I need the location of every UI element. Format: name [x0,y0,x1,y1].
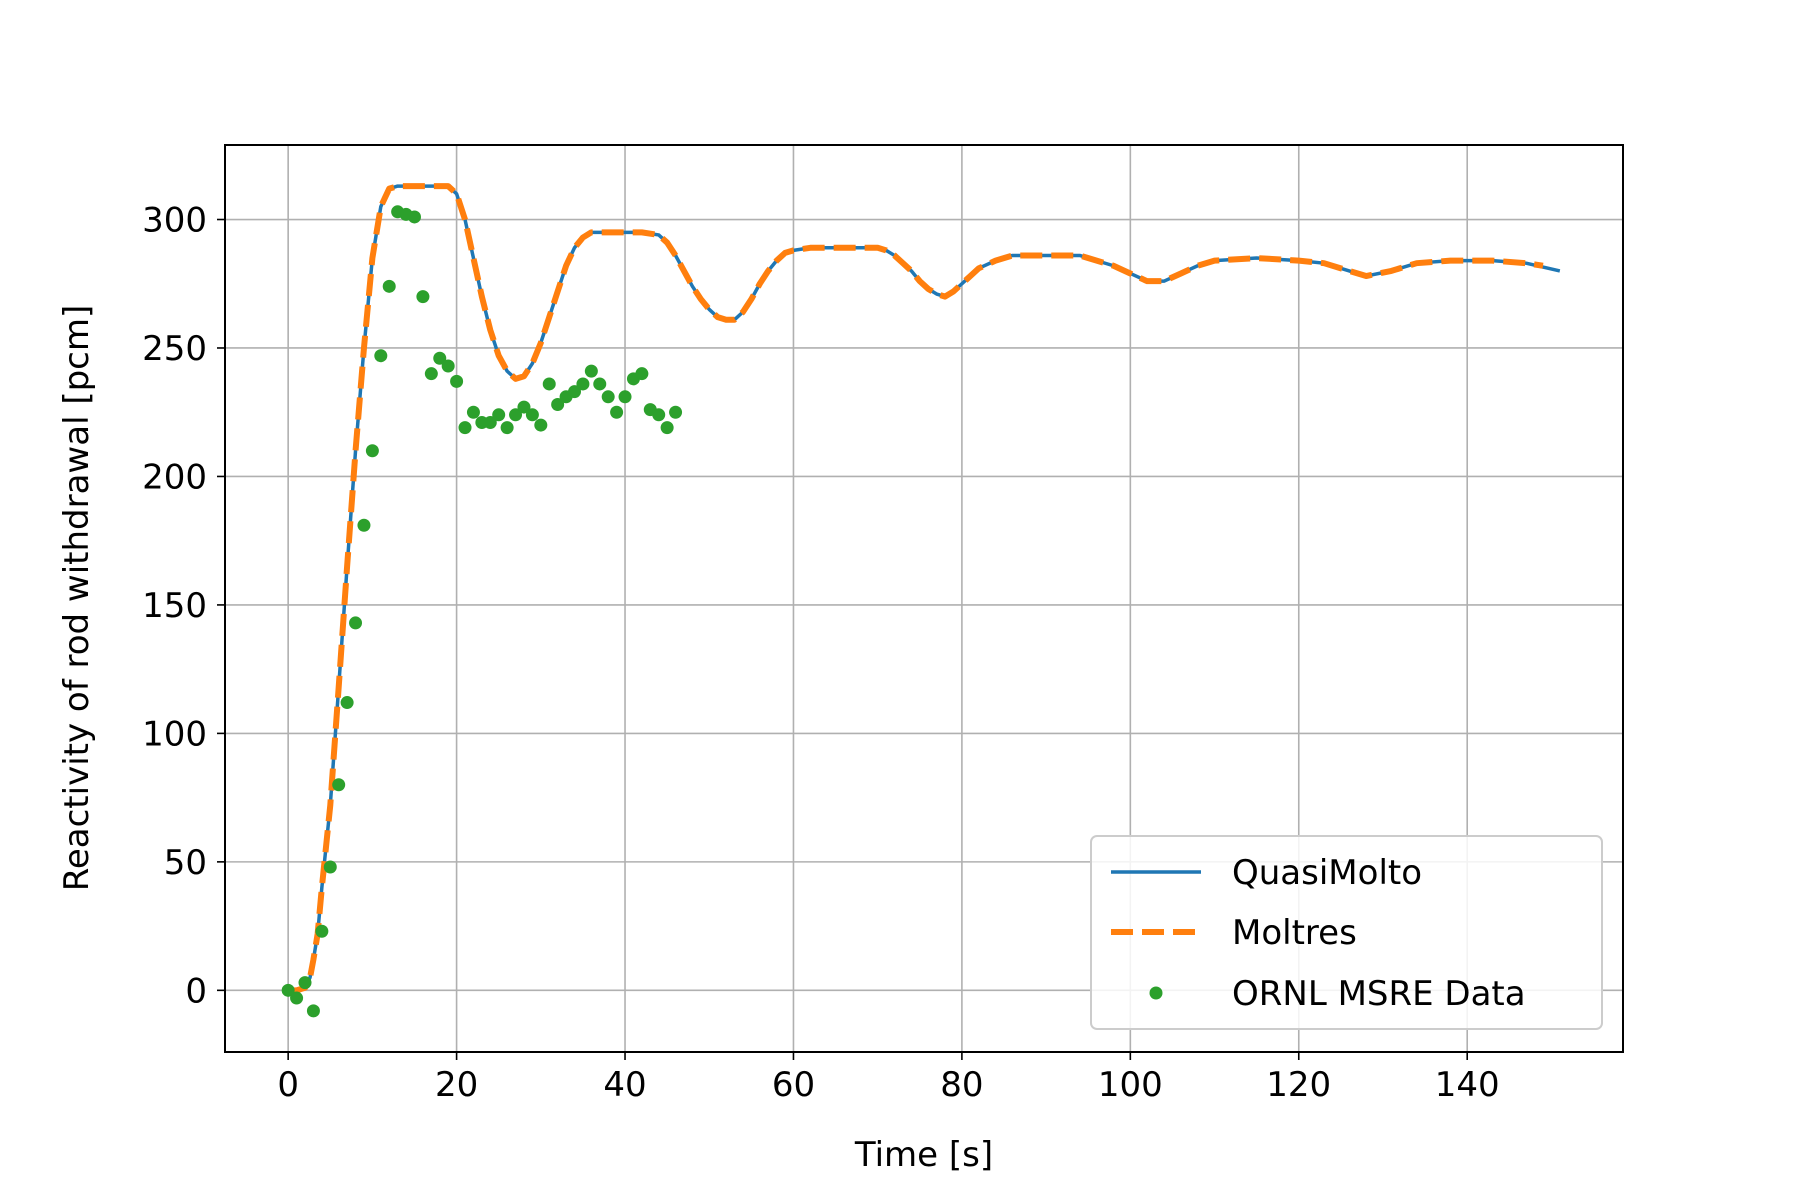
data-point-ornl-msre-data [323,860,337,874]
y-tick-label: 100 [142,714,207,754]
data-point-ornl-msre-data [357,518,371,532]
y-tick-label: 50 [164,843,207,883]
data-point-ornl-msre-data [568,385,581,399]
data-point-ornl-msre-data [450,374,464,388]
data-point-ornl-msre-data [290,991,304,1005]
data-point-ornl-msre-data [315,924,329,938]
data-point-ornl-msre-data [525,408,539,422]
x-tick-label: 40 [603,1065,646,1105]
data-point-ornl-msre-data [424,367,438,381]
x-tick-label: 20 [435,1065,478,1105]
y-tick-label: 300 [142,201,207,241]
data-point-ornl-msre-data [441,359,455,373]
series-layer [281,183,1561,1018]
data-point-ornl-msre-data [466,405,480,419]
data-point-ornl-msre-data [492,408,506,422]
legend-entries: QuasiMolto Moltres ORNL MSRE Data [1111,853,1526,1014]
data-point-ornl-msre-data [551,398,565,412]
data-point-ornl-msre-data [407,210,421,224]
data-point-ornl-msre-data [652,408,666,422]
axis-ticks: 0 20 40 60 80 100 120 140 0 50 100 150 200 250 300 [142,201,1500,1105]
x-tick-label: 60 [772,1065,815,1105]
data-point-ornl-msre-data [534,418,548,432]
data-point-ornl-msre-data [517,400,531,414]
y-tick-label: 200 [142,457,207,497]
data-point-ornl-msre-data [382,279,396,293]
data-point-ornl-msre-data [458,421,472,435]
data-point-ornl-msre-data [660,421,674,435]
legend-label-quasimolto: QuasiMolto [1232,853,1422,893]
legend-box [1090,835,1603,1030]
legend: QuasiMolto Moltres ORNL MSRE Data [1090,835,1603,1030]
y-tick-label: 0 [185,971,207,1011]
data-point-ornl-msre-data [635,367,649,381]
data-point-ornl-msre-data [500,421,514,435]
x-tick-label: 100 [1098,1065,1163,1105]
data-point-ornl-msre-data [542,377,556,391]
y-tick-label: 150 [142,586,207,626]
data-point-ornl-msre-data [365,444,379,458]
series-line-moltres [288,183,1544,994]
data-point-ornl-msre-data [593,377,607,391]
legend-swatch-ornl-msre-data [1149,986,1163,1000]
x-axis-label: Time [s] [854,1135,993,1175]
data-point-ornl-msre-data [610,405,624,419]
x-tick-label: 0 [277,1065,299,1105]
data-point-ornl-msre-data [509,408,523,422]
data-point-ornl-msre-data [433,351,447,365]
data-point-ornl-msre-data [584,364,598,378]
plot-area-frame [224,144,1624,1053]
data-point-ornl-msre-data [349,616,363,630]
data-point-ornl-msre-data [601,390,615,404]
data-point-ornl-msre-data [416,290,430,304]
legend-label-moltres: Moltres [1232,913,1357,953]
data-point-ornl-msre-data [298,976,312,990]
y-tick-label: 250 [142,329,207,369]
x-tick-label: 120 [1266,1065,1331,1105]
data-point-ornl-msre-data [374,349,388,363]
legend-label-ornl-msre-data: ORNL MSRE Data [1232,974,1526,1014]
data-point-ornl-msre-data [483,415,497,429]
x-tick-label: 140 [1435,1065,1500,1105]
data-point-ornl-msre-data [669,405,683,419]
data-point-ornl-msre-data [340,696,354,710]
data-point-ornl-msre-data [576,377,590,391]
y-axis-label: Reactivity of rod withdrawal [pcm] [57,305,97,892]
x-tick-label: 80 [940,1065,983,1105]
data-point-ornl-msre-data [618,390,632,404]
data-point-ornl-msre-data [332,778,346,792]
data-point-ornl-msre-data [281,983,295,997]
data-point-ornl-msre-data [306,1004,320,1018]
